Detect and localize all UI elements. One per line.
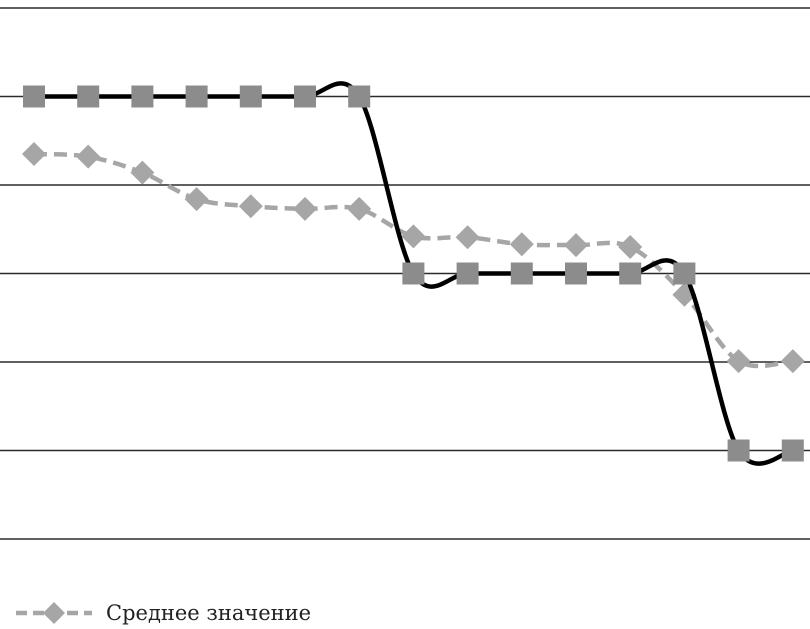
square-point-15 bbox=[781, 439, 804, 462]
legend: Среднее значение bbox=[14, 598, 311, 628]
square-point-11 bbox=[565, 262, 587, 285]
square-point-5 bbox=[239, 85, 262, 108]
legend-swatch-diamond bbox=[43, 602, 65, 624]
square-point-4 bbox=[185, 85, 208, 108]
diamond-point-10 bbox=[509, 232, 534, 257]
series-0 bbox=[22, 142, 805, 374]
diamond-point-6 bbox=[293, 196, 317, 221]
diamond-point-7 bbox=[347, 196, 372, 221]
diamond-point-15 bbox=[780, 349, 805, 374]
legend-swatch-dashed-diamond bbox=[16, 602, 92, 624]
square-point-13 bbox=[673, 262, 696, 285]
square-point-6 bbox=[294, 85, 316, 108]
diamond-point-14 bbox=[726, 349, 751, 374]
diamond-point-5 bbox=[238, 194, 263, 219]
series-layer bbox=[22, 81, 805, 466]
legend-label: Среднее значение bbox=[106, 601, 312, 625]
series-1 bbox=[23, 81, 804, 466]
diamond-point-9 bbox=[455, 225, 480, 250]
square-point-14 bbox=[727, 439, 750, 462]
square-point-10 bbox=[510, 262, 533, 285]
diamond-point-12 bbox=[618, 234, 643, 259]
diamond-point-1 bbox=[22, 142, 46, 167]
square-point-8 bbox=[402, 262, 425, 285]
series-line-dashed bbox=[33, 151, 794, 369]
square-point-9 bbox=[456, 262, 479, 285]
square-point-12 bbox=[619, 262, 642, 285]
diamond-point-2 bbox=[76, 144, 101, 169]
square-point-2 bbox=[77, 85, 100, 108]
diamond-point-8 bbox=[401, 224, 426, 249]
square-point-3 bbox=[131, 85, 154, 108]
chart-plot-area bbox=[0, 7, 810, 540]
square-point-7 bbox=[348, 85, 371, 108]
diamond-point-11 bbox=[564, 233, 588, 258]
square-point-1 bbox=[23, 85, 45, 108]
diamond-point-3 bbox=[130, 160, 155, 185]
diamond-point-4 bbox=[184, 187, 209, 212]
